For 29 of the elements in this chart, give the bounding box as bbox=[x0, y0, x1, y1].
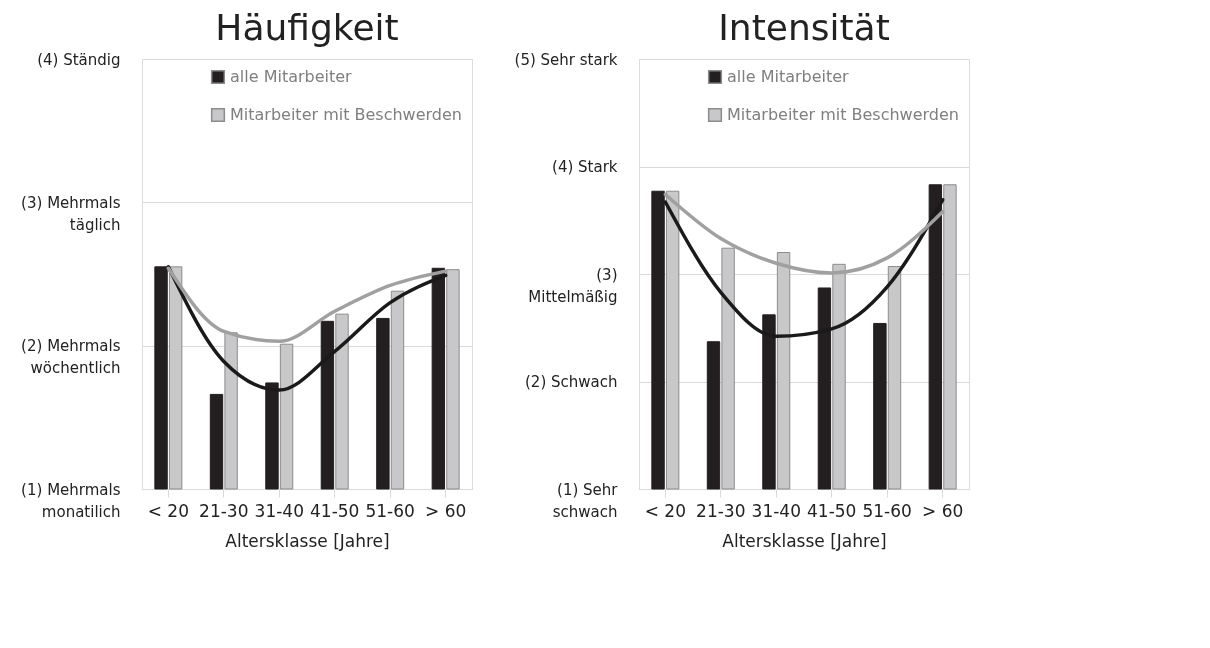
x-tick-label: < 20 bbox=[644, 500, 686, 521]
x-tick-label: 31-40 bbox=[751, 500, 801, 521]
legend-label: alle Mitarbeiter bbox=[727, 67, 850, 86]
chart-title: Intensität bbox=[718, 7, 890, 48]
chart-title: Häufigkeit bbox=[215, 7, 399, 48]
y-tick-label: (5) Sehr stark bbox=[514, 50, 618, 69]
x-tick-label: > 60 bbox=[425, 500, 467, 521]
x-tick-label: 41-50 bbox=[310, 500, 360, 521]
y-tick-label: (4) Ständig bbox=[37, 50, 121, 69]
legend-label: Mitarbeiter mit Beschwerden bbox=[727, 105, 959, 124]
x-tick-label: < 20 bbox=[147, 500, 189, 521]
x-tick-label: 51-60 bbox=[862, 500, 912, 521]
y-tick-label: (2) Mehrmals wöchentlich bbox=[21, 337, 121, 378]
legend-label: alle Mitarbeiter bbox=[230, 67, 353, 86]
x-tick-label: 51-60 bbox=[365, 500, 415, 521]
x-tick-label: 21-30 bbox=[696, 500, 746, 521]
y-tick-label: (3) Mittelmäßig bbox=[528, 265, 618, 306]
x-tick-label: > 60 bbox=[922, 500, 964, 521]
x-tick-label: 31-40 bbox=[254, 500, 304, 521]
y-tick-label: (1) Sehr schwach bbox=[552, 480, 619, 521]
y-tick-label: (1) Mehrmals monatilich bbox=[21, 480, 121, 521]
y-tick-label: (4) Stark bbox=[552, 158, 618, 176]
x-axis-title: Altersklasse [Jahre] bbox=[225, 530, 390, 551]
x-tick-label: 21-30 bbox=[199, 500, 249, 521]
x-axis-title: Altersklasse [Jahre] bbox=[722, 530, 887, 551]
y-tick-label: (2) Schwach bbox=[524, 373, 618, 391]
legend-label: Mitarbeiter mit Beschwerden bbox=[230, 105, 462, 124]
y-tick-label: (3) Mehrmals täglich bbox=[21, 193, 121, 234]
x-tick-label: 41-50 bbox=[807, 500, 857, 521]
